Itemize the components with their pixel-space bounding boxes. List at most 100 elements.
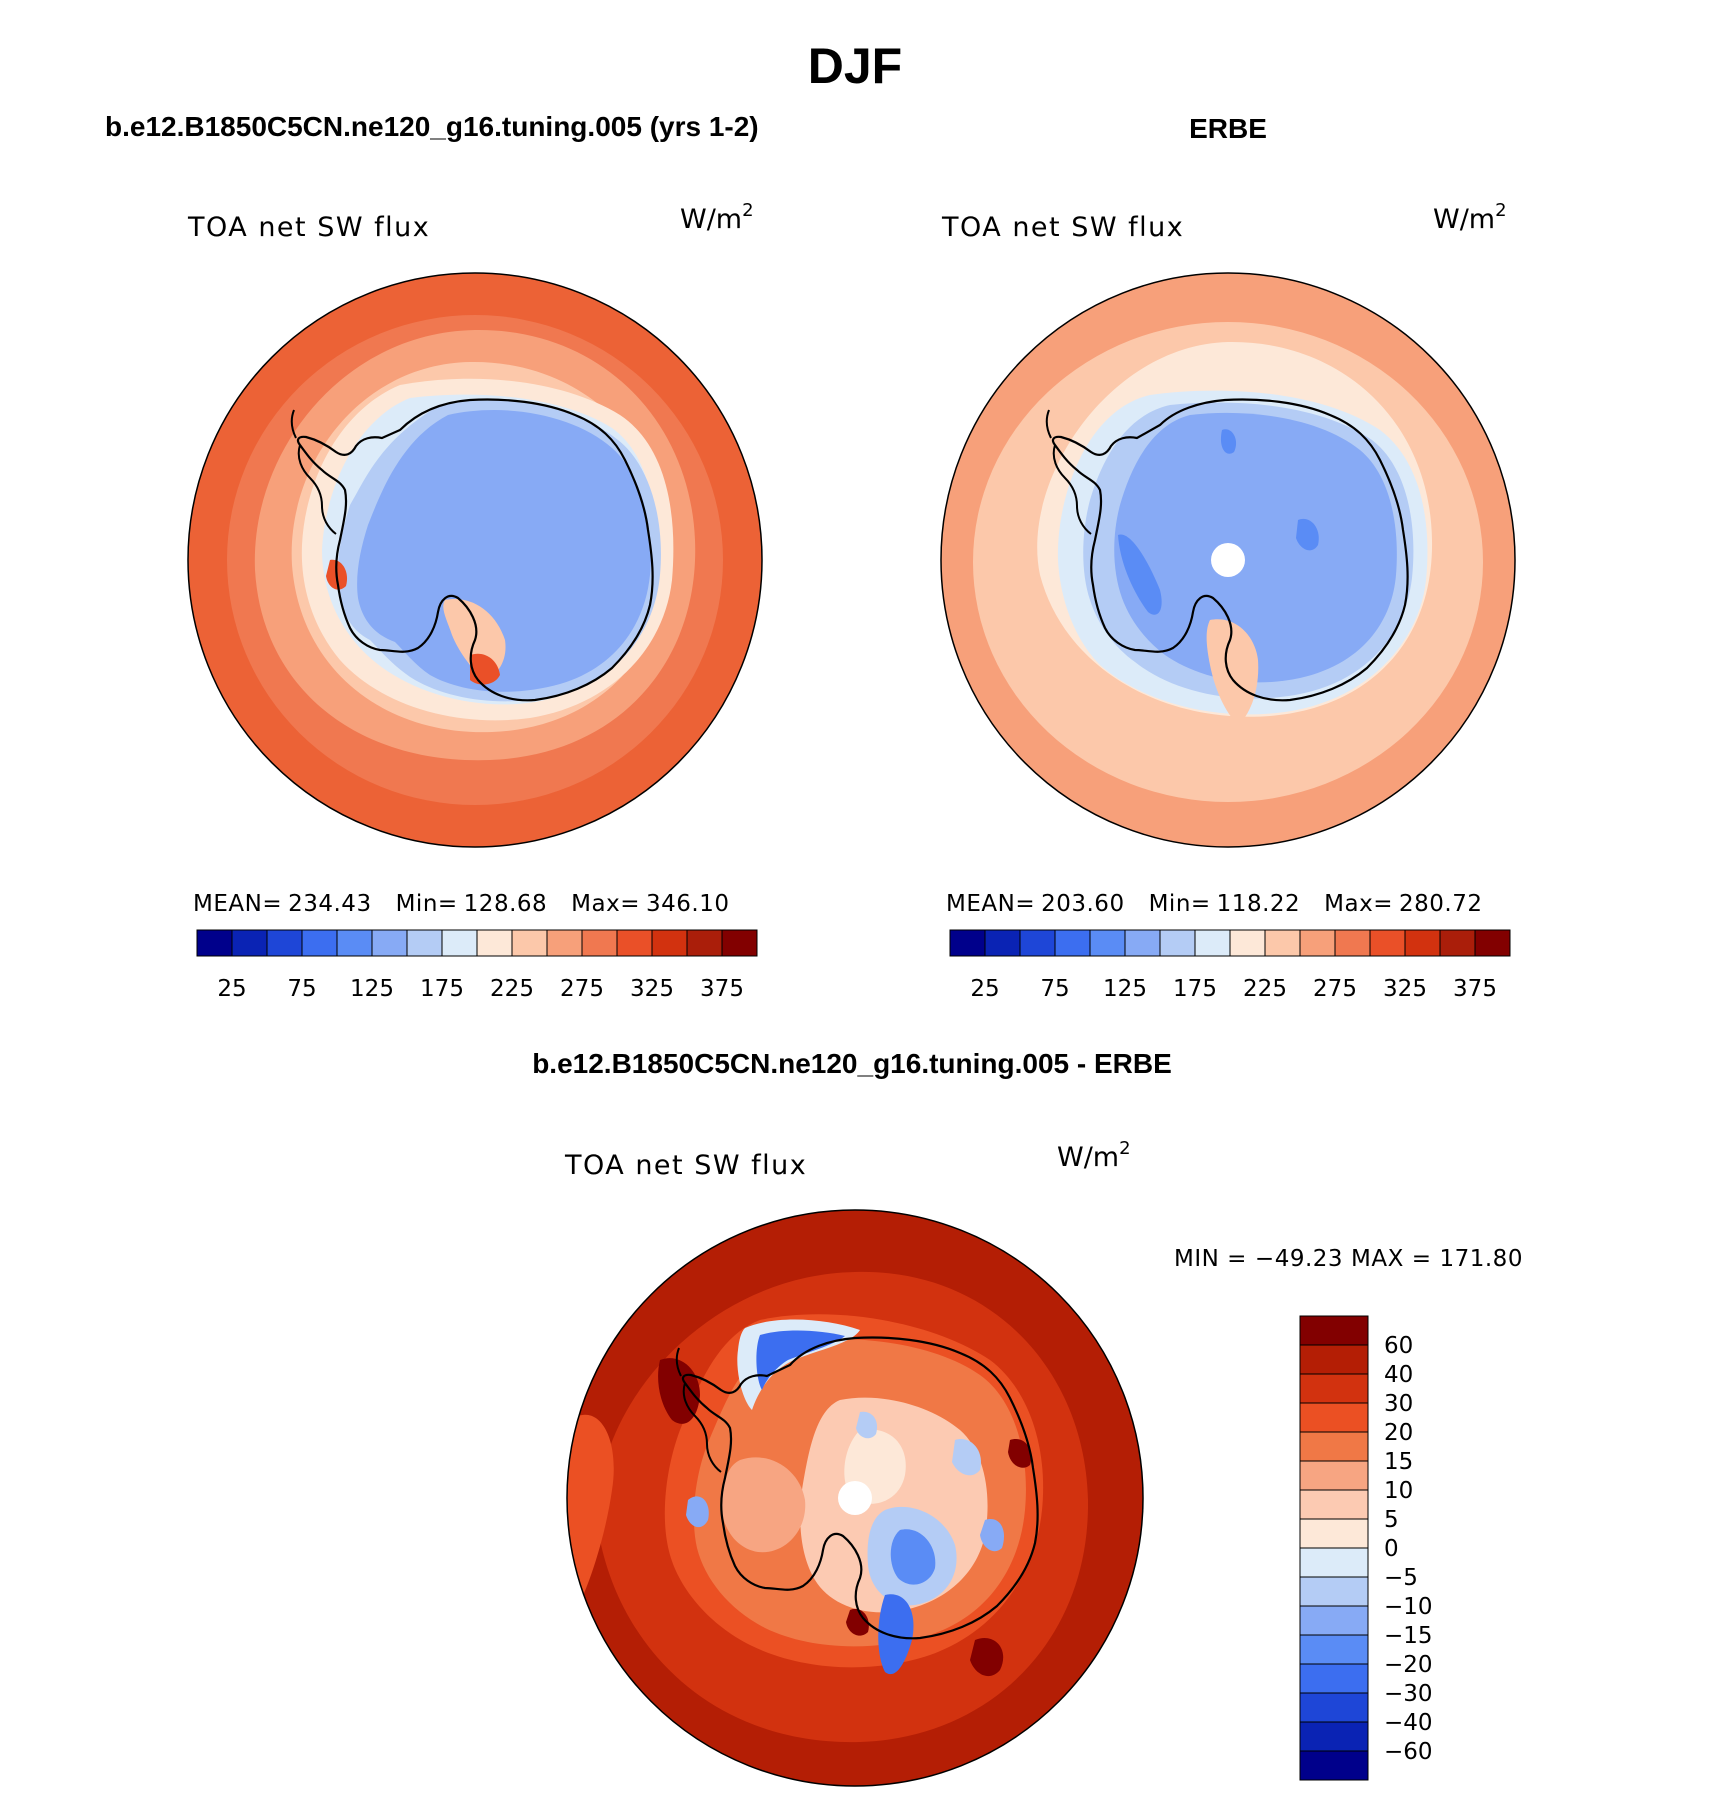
colorbar-swatch (1124, 929, 1161, 957)
colorbar-tick-label: −5 (1384, 1565, 1418, 1591)
colorbar-tick-label: −10 (1384, 1594, 1433, 1620)
colorbar-tick-label: 375 (700, 976, 744, 1002)
missing-data-pole (1211, 543, 1245, 577)
colorbar-swatch (511, 929, 548, 957)
polar-map (567, 1210, 1143, 1786)
colorbar-swatch (1159, 929, 1196, 957)
colorbar-tick-label: −20 (1384, 1652, 1433, 1678)
colorbar-swatch (1404, 929, 1441, 957)
colorbar-swatch (1019, 929, 1056, 957)
colorbar-tick-label: 125 (350, 976, 394, 1002)
colorbar-tick-label: 125 (1103, 976, 1147, 1002)
colorbar-tick-label: 25 (217, 976, 246, 1002)
colorbar-swatch (301, 929, 338, 957)
colorbar-swatch (1054, 929, 1091, 957)
colorbar-ticks: 25 75 125 175 225 275 325 375 (970, 976, 1497, 1002)
colorbar-tick-label: 15 (1384, 1449, 1413, 1475)
polar-map (941, 273, 1515, 847)
colorbar-swatch (1299, 1431, 1369, 1462)
panel-difference: b.e12.B1850C5CN.ne120_g16.tuning.005 - E… (532, 1048, 1523, 1787)
colorbar-swatch (1474, 929, 1511, 957)
hot-east (1008, 1439, 1032, 1468)
units-label: W/m2 (1433, 200, 1507, 235)
panel-title: b.e12.B1850C5CN.ne120_g16.tuning.005 (yr… (105, 111, 759, 142)
map-border (940, 272, 1516, 848)
colorbar-swatch (1299, 1460, 1369, 1491)
panel-model: b.e12.B1850C5CN.ne120_g16.tuning.005 (yr… (105, 111, 763, 1002)
hot-southeast (970, 1638, 1004, 1677)
missing-data-pole (838, 1481, 872, 1515)
blue-patch-ross (878, 1594, 914, 1675)
colorbar-swatch (1299, 1373, 1369, 1404)
colorbar-swatch (1299, 1518, 1369, 1549)
stats-line: MEAN= 234.43 Min= 128.68 Max= 346.10 (193, 891, 729, 917)
map-border (566, 1209, 1144, 1787)
colorbar-tick-label: 275 (560, 976, 604, 1002)
colorbar-swatch (1089, 929, 1126, 957)
colorbar-swatch (1299, 1344, 1369, 1375)
cool-patch-e (980, 1519, 1005, 1552)
colorbar-swatch (721, 929, 758, 957)
continent (1114, 412, 1397, 683)
warm-patch (470, 653, 500, 685)
ross-sea (1206, 619, 1259, 725)
panel-title: b.e12.B1850C5CN.ne120_g16.tuning.005 - E… (532, 1048, 1172, 1079)
continent-low-3 (1220, 429, 1237, 454)
colorbar-swatch (616, 929, 653, 957)
variable-label: TOA net SW flux (564, 1150, 807, 1181)
colorbar-swatch (686, 929, 723, 957)
colorbar-tick-label: 275 (1313, 976, 1357, 1002)
colorbar-swatch (231, 929, 268, 957)
polar-map (188, 273, 762, 847)
panel-obs: ERBE TOA net SW flux W/m2 MEAN= 203.60 Min… (940, 113, 1516, 1002)
coastline (296, 398, 654, 702)
panel-title: ERBE (1189, 113, 1267, 144)
continent-low-2 (1296, 518, 1319, 551)
colorbar-tick-label: 5 (1384, 1507, 1399, 1533)
colorbar-tick-label: 25 (970, 976, 999, 1002)
continent-low-1 (1118, 534, 1162, 615)
colorbar-tick-label: 10 (1384, 1478, 1413, 1504)
colorbar-tick-label: 175 (1173, 976, 1217, 1002)
figure-title: DJF (808, 38, 902, 94)
minmax-line: MIN = −49.23 MAX = 171.80 (1174, 1246, 1523, 1272)
colorbar-swatch (1299, 1634, 1369, 1665)
colorbar-swatch (1299, 1721, 1369, 1752)
colorbar-swatch (984, 929, 1021, 957)
colorbar-tick-label: 225 (1243, 976, 1287, 1002)
warm-interior (721, 1457, 806, 1553)
colorbar-swatch (266, 929, 303, 957)
colorbar-swatch (1299, 1402, 1369, 1433)
peninsula-coast (290, 409, 337, 535)
colorbar-swatch (1299, 1576, 1369, 1607)
hot-ross (846, 1608, 869, 1636)
colorbar-tick-label: −15 (1384, 1623, 1433, 1649)
colorbar-tick-label: 30 (1384, 1391, 1413, 1417)
colorbar-tick-label: −30 (1384, 1681, 1433, 1707)
colorbar-ticks: 25 75 125 175 225 275 325 375 (217, 976, 744, 1002)
colorbar-vertical (1299, 1315, 1369, 1781)
colorbar-swatch (1299, 1605, 1369, 1636)
colorbar-tick-label: 175 (420, 976, 464, 1002)
colorbar-tick-label: 375 (1453, 976, 1497, 1002)
cool-patch-d (952, 1439, 981, 1476)
colorbar-tick-label: 75 (1040, 976, 1069, 1002)
colorbar-swatch (196, 929, 233, 957)
colorbar-swatch (1299, 1692, 1369, 1723)
colorbar-tick-label: 325 (1383, 976, 1427, 1002)
colorbar-tick-label: 20 (1384, 1420, 1413, 1446)
colorbar-swatch (1299, 1663, 1369, 1694)
colorbar-swatch (1194, 929, 1231, 957)
colorbar-tick-label: −60 (1384, 1739, 1433, 1765)
colorbar (196, 929, 758, 957)
colorbar-swatch (546, 929, 583, 957)
colorbar-swatch (1439, 929, 1476, 957)
colorbar-swatch (1299, 1750, 1369, 1781)
colorbar-swatch (949, 929, 986, 957)
units-label: W/m2 (680, 200, 754, 235)
variable-label: TOA net SW flux (941, 212, 1184, 243)
colorbar-swatch (1299, 929, 1336, 957)
colorbar-swatch (651, 929, 688, 957)
coastline (1051, 398, 1409, 702)
